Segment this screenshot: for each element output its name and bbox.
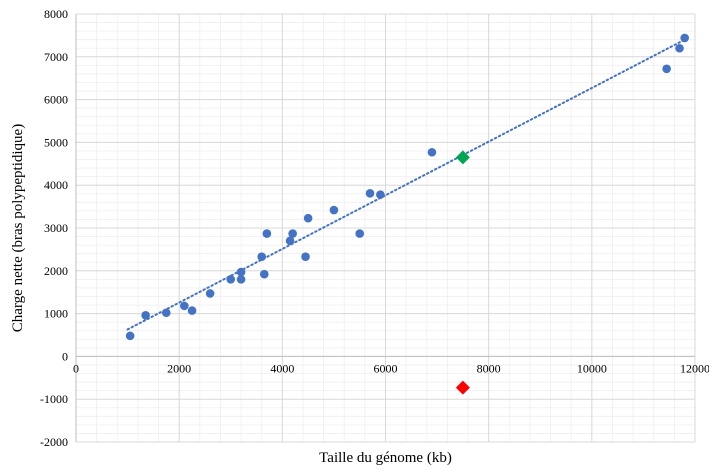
data-point <box>662 64 671 74</box>
x-tick-label: 4000 <box>270 361 294 375</box>
trendline <box>126 38 686 331</box>
data-point <box>180 301 189 311</box>
x-tick-label: 12000 <box>680 361 709 375</box>
data-point <box>355 229 365 238</box>
data-point <box>427 147 437 157</box>
y-axis-title: Charge nette (bras polypeptidique) <box>10 124 26 332</box>
y-tick-label: 3000 <box>44 221 68 235</box>
x-tick-label: 6000 <box>374 361 398 375</box>
major-gridlines <box>75 13 696 443</box>
y-tick-label: 4000 <box>44 178 68 192</box>
y-tick-label: -1000 <box>40 392 68 406</box>
data-point <box>675 43 684 53</box>
tick-labels: -2000 -1000 0 1000 2000 3000 4000 5000 6000 7000 8… <box>40 7 709 449</box>
axes <box>75 14 695 442</box>
y-tick-label: 5000 <box>44 135 68 149</box>
data-point <box>285 236 295 246</box>
y-tick-label: -2000 <box>40 435 68 449</box>
data-point <box>329 205 339 215</box>
y-tick-label: 2000 <box>44 264 68 278</box>
data-point <box>236 275 246 284</box>
data-point <box>125 331 135 341</box>
x-tick-label: 8000 <box>477 361 501 375</box>
x-axis-title: Taille du génome (kb) <box>319 450 452 466</box>
x-tick-label: 10000 <box>577 361 607 375</box>
data-point <box>226 275 236 284</box>
y-tick-label: 6000 <box>44 93 68 107</box>
data-point <box>205 289 215 298</box>
data-point <box>187 306 197 315</box>
data-point <box>236 267 246 277</box>
data-point-diamond <box>455 150 470 165</box>
y-tick-label: 0 <box>62 349 68 363</box>
data-point <box>303 213 313 223</box>
data-point <box>259 269 269 279</box>
data-point <box>257 252 267 261</box>
x-tick-label: 0 <box>73 361 79 375</box>
data-point <box>262 229 272 238</box>
y-tick-label: 1000 <box>44 307 68 321</box>
data-point <box>161 308 171 318</box>
x-tick-label: 2000 <box>167 361 191 375</box>
data-point <box>376 190 385 199</box>
data-point <box>288 229 297 238</box>
data-point <box>680 33 689 43</box>
y-tick-label: 8000 <box>44 7 68 21</box>
trendline-layer <box>126 38 686 331</box>
data-point <box>301 252 310 261</box>
y-tick-label: 7000 <box>44 50 68 64</box>
data-points <box>125 33 689 395</box>
data-point-diamond <box>455 380 470 395</box>
data-point <box>141 311 150 320</box>
data-point <box>365 189 375 198</box>
